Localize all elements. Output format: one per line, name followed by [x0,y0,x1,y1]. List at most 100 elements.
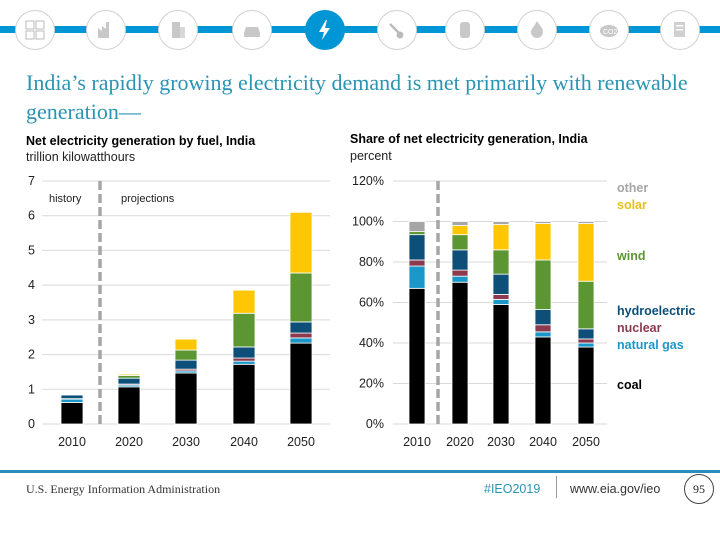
right-chart-bar-hydroelectric-2010 [408,234,426,261]
right-chart-x-tick-label: 2030 [487,435,515,449]
oil-barrel-icon [460,22,470,38]
left-chart-y-tick-label: 2 [28,348,35,362]
right-chart-bar-wind-2010 [408,231,426,236]
right-chart-y-tick-label: 100% [352,215,384,229]
left-chart-bar-wind-2050 [289,272,313,323]
left-chart-bar-natural-gas-2040 [232,360,256,365]
right-chart-bar-nuclear-2010 [408,259,426,267]
right-chart-bar-coal-2010 [408,287,426,425]
left-chart-x-tick-label: 2040 [230,435,258,449]
buildings-icon [172,22,185,38]
left-chart-x-tick-label: 2020 [115,435,143,449]
left-chart-bar-wind-2040 [232,312,256,348]
nav-button-documents[interactable] [660,10,700,50]
left-chart-x-tick-label: 2030 [172,435,200,449]
right-chart-x-tick-label: 2040 [529,435,557,449]
right-chart-bar-natural-gas-2050 [577,342,595,348]
nav-button-oil-barrel[interactable] [445,10,485,50]
right-chart-bar-hydroelectric-2030 [492,273,510,295]
right-chart-bar-coal-2020 [451,281,469,425]
right-chart-bar-nuclear-2050 [577,338,595,344]
right-chart-bar-wind-2040 [534,259,552,310]
projections-label: projections [121,193,175,205]
nav-button-buildings[interactable] [158,10,198,50]
transportation-car-icon [244,27,260,37]
left-chart-bar-nuclear-2040 [232,357,256,362]
left-chart-bar-hydroelectric-2020 [117,377,141,385]
right-chart-bar-natural-gas-2030 [492,299,510,305]
nav-button-energy-overview[interactable] [15,10,55,50]
right-chart-bar-solar-2020 [451,225,469,236]
legend-wind: wind [616,249,645,263]
nav-button-natural-gas-flame[interactable] [517,10,557,50]
left-chart-bar-hydroelectric-2040 [232,346,256,359]
right-chart-y-tick-label: 120% [352,174,384,188]
footer-hashtag[interactable]: #IEO2019 [484,482,541,496]
footer-divider [0,470,720,473]
right-chart-bar-wind-2020 [451,234,469,251]
history-label: history [49,193,82,205]
legend-natural-gas: natural gas [617,338,684,352]
legend-coal: coal [617,378,642,392]
page-number: 95 [684,474,714,504]
footer-separator [556,476,557,498]
left-chart-bar-nuclear-2050 [289,332,313,339]
co2-emissions-icon: CO2 [600,25,618,37]
nav-button-electricity-bolt[interactable] [305,10,345,50]
right-chart-bar-wind-2050 [577,280,595,330]
nav-button-transportation-car[interactable] [232,10,272,50]
right-chart-y-tick-label: 80% [359,255,384,269]
right-chart-bar-coal-2050 [577,346,595,425]
left-chart-bar-other-2040 [232,289,256,291]
nav-button-industrial[interactable] [86,10,126,50]
left-chart-unit: trillion kilowatthours [26,150,136,164]
right-chart-bar-solar-2040 [534,223,552,261]
right-chart-bar-other-2030 [492,221,510,225]
left-chart-bar-solar-2050 [289,211,313,274]
right-chart-bar-solar-2030 [492,224,510,251]
nav-button-co2-emissions[interactable]: CO2 [589,10,629,50]
left-chart-bar-solar-2040 [232,289,256,314]
right-chart-y-tick-label: 20% [359,377,384,391]
svg-text:CO2: CO2 [603,29,618,36]
natural-gas-flame-icon [531,21,543,38]
left-chart-bar-coal-2040 [232,363,256,425]
right-chart-bar-other-2050 [577,221,595,224]
left-chart-bar-wind-2030 [174,349,198,361]
left-chart-bar-wind-2020 [117,374,141,379]
right-chart-bar-nuclear-2020 [451,269,469,277]
right-chart-bar-coal-2030 [492,304,510,425]
right-chart-unit: percent [350,149,392,163]
right-chart-bar-other-2040 [534,221,552,224]
left-chart-y-tick-label: 1 [28,382,35,396]
right-chart-bar-nuclear-2030 [492,293,510,300]
right-chart-bar-other-2020 [451,221,469,226]
nav-button-mining-coal[interactable] [377,10,417,50]
right-chart-y-tick-label: 0% [366,417,384,431]
legend-other: other [617,181,648,195]
left-chart-bar-natural-gas-2050 [289,337,313,344]
charts-canvas: 0 1 2 3 4 5 6 7 2010 2020 2030 2040 2050 history proje… [28,174,696,449]
right-chart-bar-coal-2040 [534,336,552,425]
left-chart-title: Net electricity generation by fuel, Indi… [26,134,256,148]
electricity-bolt-icon [319,20,330,40]
left-chart-bar-hydroelectric-2010 [60,394,84,400]
footer-url[interactable]: www.eia.gov/ieo [570,482,661,496]
left-chart-y-tick-label: 6 [28,209,35,223]
left-chart-bar-coal-2030 [174,372,198,425]
left-chart-x-tick-label: 2010 [58,435,86,449]
left-chart-bar-hydroelectric-2050 [289,321,313,334]
left-chart-y-tick-label: 5 [28,243,35,257]
left-chart-bar-wind-2010 [60,394,84,396]
right-chart-title: Share of net electricity generation, Ind… [350,132,588,146]
right-chart-y-tick-label: 60% [359,296,384,310]
mining-coal-icon [389,23,404,39]
footer-org: U.S. Energy Information Administration [26,482,221,496]
right-chart-bar-other-2010 [408,221,426,233]
right-chart-bar-natural-gas-2020 [451,275,469,283]
left-chart-bar-other-2020 [117,373,141,375]
left-chart-bar-hydroelectric-2030 [174,359,198,370]
right-chart-bar-solar-2050 [577,223,595,282]
left-chart-bar-coal-2020 [117,386,141,425]
left-chart-y-tick-label: 7 [28,174,35,188]
